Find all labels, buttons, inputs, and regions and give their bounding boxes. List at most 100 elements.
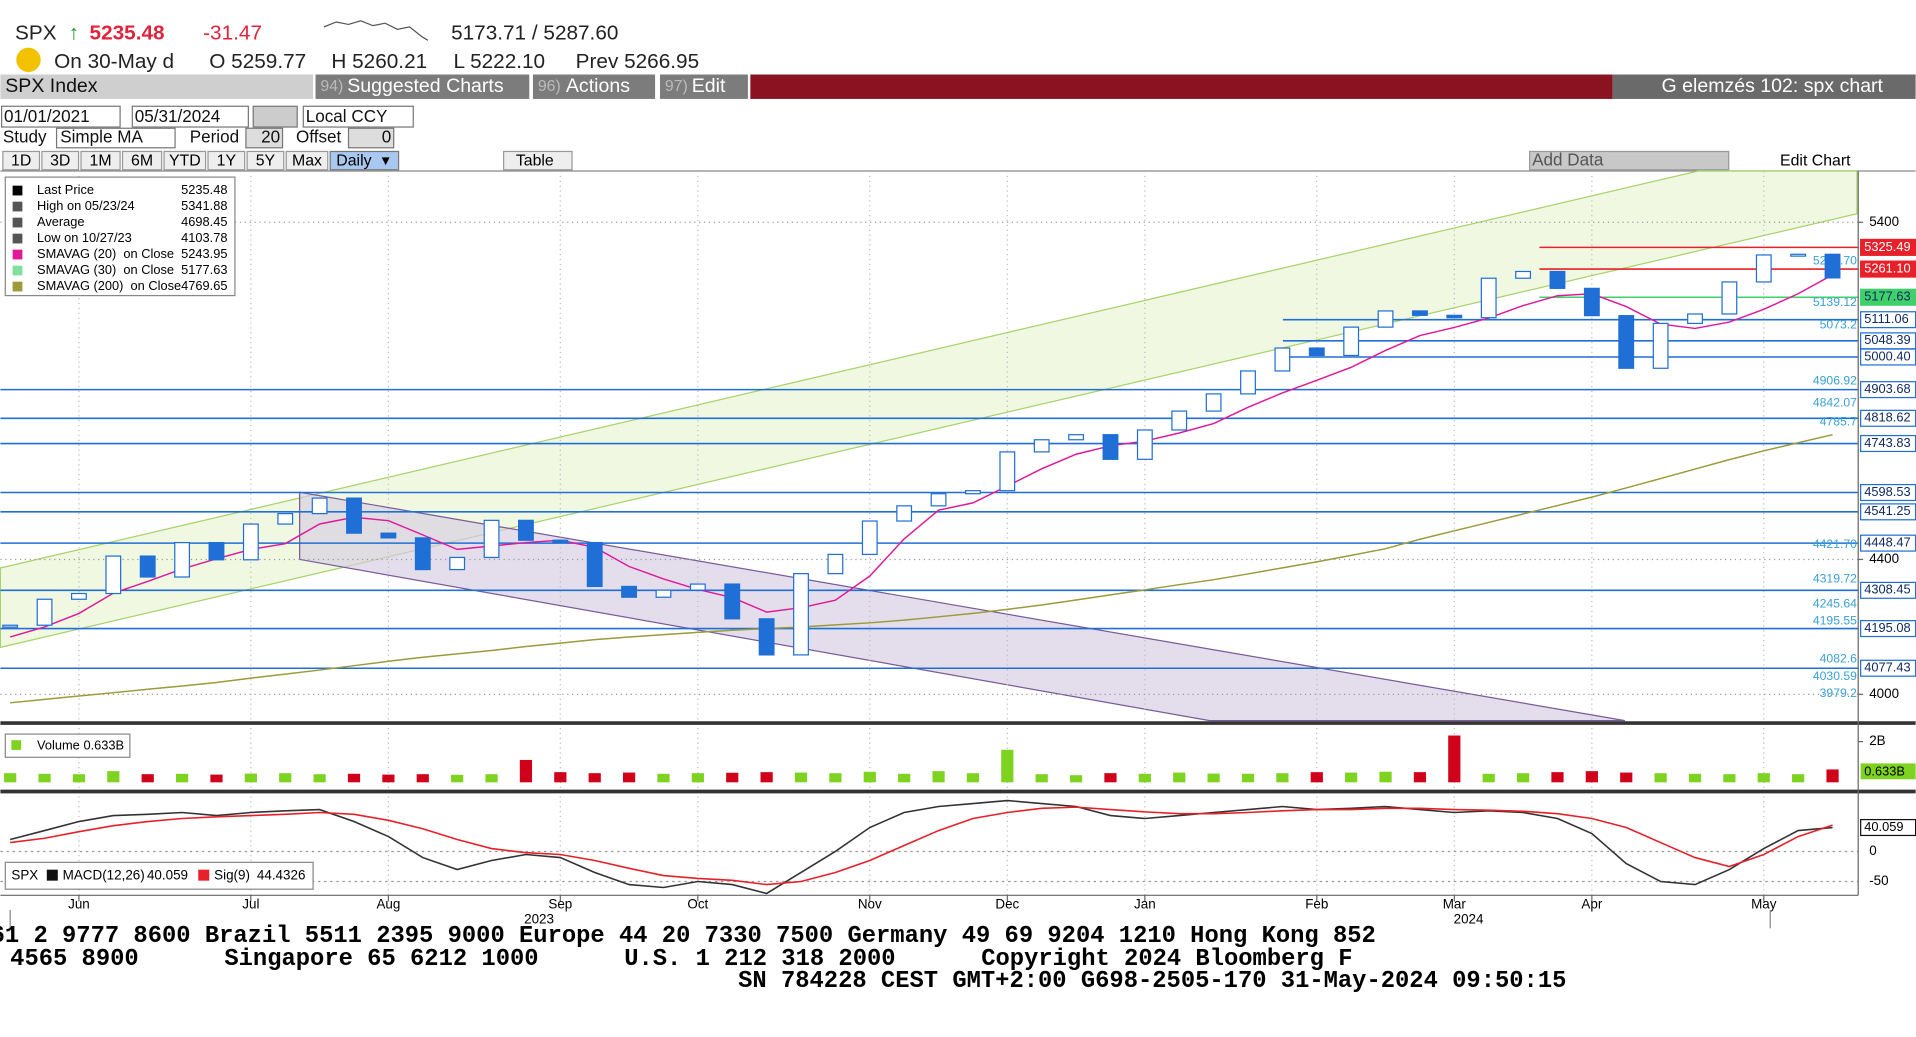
y-tick-label: 4000 (1869, 686, 1899, 701)
volume-bar (1138, 773, 1151, 783)
table-button[interactable] (503, 150, 573, 171)
volume-bar (1792, 774, 1805, 783)
menu-label[interactable]: Actions (566, 75, 630, 97)
volume-bar (1757, 773, 1770, 783)
input[interactable] (347, 127, 395, 149)
x-tick-label: Aug (376, 897, 400, 912)
table[interactable]: Table (516, 152, 554, 169)
level-label: 5048.39 (1864, 332, 1910, 347)
minor-level-label: 3979.2 (1820, 686, 1858, 700)
start-date[interactable]: 01/01/2021 (4, 107, 90, 126)
range-label[interactable]: 6M (131, 152, 153, 169)
trend-channel (0, 170, 1858, 649)
legend-value: 4698.45 (181, 214, 227, 229)
volume-bar (657, 773, 670, 783)
menu[interactable] (532, 74, 656, 99)
range-button[interactable] (41, 150, 80, 171)
legend (4, 733, 131, 758)
menu-label[interactable]: Edit (692, 75, 726, 97)
dropdown[interactable] (55, 127, 176, 149)
y-tick-label: -50 (1869, 873, 1888, 888)
range-label[interactable]: YTD (169, 152, 201, 169)
study[interactable]: Simple MA (60, 128, 143, 147)
candle (1824, 253, 1841, 279)
input[interactable] (1, 105, 121, 128)
title-bar (750, 74, 1613, 99)
level-label: 5177.63 (1864, 289, 1910, 304)
legend-value: 4769.65 (181, 278, 227, 293)
minor-level-label: 4906.92 (1813, 373, 1857, 387)
range-label[interactable]: 5Y (256, 152, 276, 169)
input[interactable] (131, 105, 249, 128)
year-label: 2023 (524, 911, 554, 926)
legend-label: SMAVAG (200) on Close (37, 278, 181, 293)
line (10, 806, 1833, 886)
volume-bar (691, 773, 704, 783)
volume-bar (1482, 773, 1495, 783)
range-button[interactable] (246, 150, 285, 171)
candle (380, 532, 397, 539)
edit-chart[interactable]: Edit Chart (1780, 152, 1851, 169)
y-tick-label: 0 (1869, 843, 1876, 858)
x-tick-label: Dec (995, 897, 1019, 912)
ticker: SPX (15, 22, 57, 45)
legend-value: 5177.63 (181, 262, 227, 277)
nav-button[interactable] (252, 105, 298, 128)
sparkline (323, 20, 429, 41)
legend-swatch (46, 869, 58, 881)
frequency-button[interactable] (329, 150, 400, 171)
menu[interactable] (659, 74, 748, 99)
range-button[interactable] (2, 150, 41, 171)
end-date[interactable]: 05/31/2024 (135, 107, 221, 126)
volume-bar (966, 773, 980, 783)
candle (1240, 370, 1256, 395)
volume-bar (829, 773, 842, 783)
range-label[interactable]: 1Y (217, 152, 237, 169)
range-button[interactable] (163, 150, 207, 171)
range-label[interactable]: 3D (50, 152, 70, 169)
last-price: 5235.48 (90, 22, 165, 45)
range-label[interactable]: Max (292, 152, 322, 169)
volume-bar (1551, 772, 1564, 783)
x-tick-label: Sep (548, 897, 572, 912)
add-data[interactable] (1529, 150, 1730, 171)
x-tick-label: Jan (1134, 897, 1156, 912)
volume-bar (72, 774, 86, 783)
volume-bar (1379, 771, 1392, 783)
candle (1687, 313, 1703, 325)
candle (36, 598, 53, 626)
volume-bar (1345, 772, 1358, 783)
range-button[interactable] (207, 150, 246, 171)
volume-bar (1276, 773, 1289, 783)
input[interactable] (245, 127, 284, 149)
period[interactable]: 20 (261, 128, 280, 147)
range-label[interactable]: 1D (11, 152, 31, 169)
volume-bar (519, 759, 533, 783)
frequency[interactable]: Daily (336, 152, 371, 169)
candle (139, 555, 156, 578)
volume-bar (1310, 772, 1323, 783)
candle (724, 583, 741, 620)
dropdown[interactable] (302, 105, 414, 128)
day-range: 5173.71 / 5287.60 (451, 22, 618, 45)
candle (793, 573, 809, 656)
candle (1033, 439, 1050, 453)
volume-bar (107, 771, 120, 783)
currency[interactable]: Local CCY (306, 107, 388, 126)
legend-label: SMAVAG (30) on Close (37, 262, 174, 277)
menu[interactable] (315, 74, 530, 99)
add-data-label[interactable]: Add Data (1532, 151, 1604, 170)
range-button[interactable] (121, 150, 163, 171)
candle (105, 555, 122, 595)
range-label[interactable]: 1M (90, 152, 112, 169)
legend-swatch (12, 249, 23, 260)
range-button[interactable] (80, 150, 121, 171)
minor-level-label: 4030.59 (1813, 669, 1857, 683)
range-button[interactable] (285, 150, 329, 171)
level-label: 5000.40 (1864, 348, 1910, 363)
candle (1618, 315, 1635, 369)
menu-label[interactable]: Suggested Charts (347, 75, 504, 97)
offset-label: Offset (296, 128, 342, 147)
offset[interactable]: 0 (382, 128, 392, 147)
candle (1136, 429, 1153, 460)
